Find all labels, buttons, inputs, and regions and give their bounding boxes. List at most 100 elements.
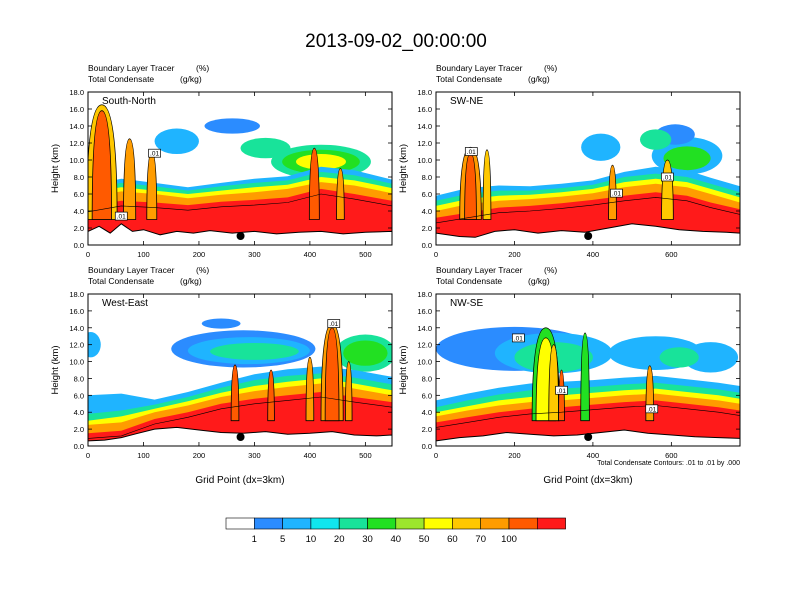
y-tick-label: 0.0	[422, 241, 432, 250]
plot-frame	[87, 91, 393, 246]
condensate-contour	[436, 405, 740, 428]
contour-label-box	[464, 147, 478, 156]
y-tick-label: 6.0	[422, 391, 432, 400]
colorbar-label: 100	[501, 534, 517, 545]
panel-south-north: .01 .01 South-North Boundary Layer Tracer (%…	[50, 63, 393, 259]
y-tick-label: 6.0	[74, 391, 84, 400]
contour-label-box	[661, 172, 674, 182]
contour-label: .01	[663, 175, 672, 182]
convective-plume	[91, 110, 112, 220]
contour-label-box	[610, 188, 623, 198]
colorbar-swatch	[480, 517, 510, 530]
colorbar-swatch	[536, 517, 566, 530]
colorbar-label: 30	[362, 534, 373, 545]
colorbar-label: 60	[447, 534, 458, 545]
location-marker	[584, 433, 593, 441]
colorbar-swatch	[508, 517, 538, 530]
y-tick-label: 2.0	[422, 425, 432, 434]
y-tick-label: 10.0	[417, 358, 432, 367]
x-axis-label: Grid Point (dx=3km)	[543, 475, 632, 486]
plot-area: .01 .01 .01	[436, 294, 740, 446]
y-tick-label: 12.0	[69, 341, 84, 350]
condensate-unit: (g/kg)	[180, 74, 202, 84]
contour-label-box	[327, 319, 341, 328]
condensate-label: Total Condensate	[88, 276, 154, 286]
cloud-region	[663, 146, 711, 171]
y-axis-label: Height (km)	[398, 345, 409, 394]
y-tick-label: 8.0	[422, 374, 432, 383]
colorbar-label: 5	[280, 534, 285, 545]
y-tick-label: 16.0	[69, 105, 84, 114]
x-tick-label: 500	[359, 451, 372, 460]
plot-area: .01	[88, 294, 392, 446]
y-tick-label: 14.0	[69, 122, 84, 131]
contour-note: Total Condensate Contours: .01 to .01 by…	[597, 460, 740, 467]
contour-label-box	[645, 404, 659, 414]
y-tick-label: 0.0	[422, 442, 432, 451]
y-tick-label: 0.0	[74, 241, 84, 250]
y-tick-label: 16.0	[69, 307, 84, 316]
cloud-region	[296, 154, 346, 170]
tracer-label: Boundary Layer Tracer	[436, 63, 523, 73]
y-tick-label: 10.0	[69, 358, 84, 367]
contour-label-box	[555, 385, 568, 395]
y-tick-label: 14.0	[417, 122, 432, 131]
x-tick-label: 300	[248, 250, 261, 259]
colorbar-swatch	[225, 517, 255, 530]
y-tick-label: 18.0	[417, 290, 432, 299]
y-axis-label: Height (km)	[50, 144, 61, 193]
plot-frame	[435, 91, 741, 246]
colorbar-label: 40	[391, 534, 402, 545]
plot-area: .01 .01 .01	[436, 92, 740, 245]
y-tick-label: 10.0	[417, 156, 432, 165]
tracer-label: Boundary Layer Tracer	[88, 265, 175, 275]
y-tick-label: 4.0	[74, 207, 84, 216]
cloud-region	[204, 118, 260, 134]
x-tick-label: 600	[665, 250, 678, 259]
y-tick-label: 14.0	[417, 324, 432, 333]
plot-frame	[435, 293, 741, 447]
location-marker	[584, 232, 593, 240]
y-tick-label: 8.0	[422, 173, 432, 182]
x-axis-label: Grid Point (dx=3km)	[195, 475, 284, 486]
convective-plume	[482, 149, 492, 220]
colorbar-label: 50	[419, 534, 430, 545]
x-tick-label: 200	[193, 250, 206, 259]
colorbar-swatch	[395, 517, 425, 530]
cloud-region	[639, 129, 672, 150]
panel-name: NW-SE	[450, 298, 483, 309]
y-tick-label: 18.0	[69, 290, 84, 299]
y-tick-label: 4.0	[422, 207, 432, 216]
plot-area: .01 .01	[88, 92, 392, 245]
colorbar-label: 20	[334, 534, 345, 545]
convective-plume	[345, 361, 353, 422]
x-tick-label: 0	[434, 451, 438, 460]
contour-label: .01	[467, 149, 476, 156]
y-axis-label: Height (km)	[398, 144, 409, 193]
y-axis-label: Height (km)	[50, 345, 61, 394]
panel-nw-se: .01 .01 .01 NW-SE Boundary Layer Tracer (%) To…	[398, 265, 741, 486]
colorbar-swatch	[338, 517, 368, 530]
colorbar-label: 10	[306, 534, 317, 545]
y-tick-label: 2.0	[422, 224, 432, 233]
contour-label: .01	[612, 191, 621, 198]
tracer-unit: (%)	[196, 265, 209, 275]
tracer-unit: (%)	[544, 63, 557, 73]
panel-sw-ne: .01 .01 .01 SW-NE Boundary Layer Tracer (%) To…	[398, 63, 741, 259]
x-tick-label: 100	[137, 250, 150, 259]
condensate-contour	[88, 193, 392, 213]
y-tick-label: 6.0	[74, 190, 84, 199]
contour-label-box	[148, 148, 161, 158]
location-marker	[236, 232, 245, 240]
colorbar-swatch	[310, 517, 340, 530]
cloud-region	[683, 342, 739, 373]
cloud-region	[201, 318, 241, 329]
x-tick-label: 400	[304, 451, 317, 460]
convective-plume	[267, 369, 275, 422]
contour-label: .01	[329, 321, 338, 328]
condensate-contour	[88, 396, 392, 439]
y-tick-label: 18.0	[69, 88, 84, 97]
colorbar-swatch	[423, 517, 453, 530]
y-tick-label: 2.0	[74, 425, 84, 434]
